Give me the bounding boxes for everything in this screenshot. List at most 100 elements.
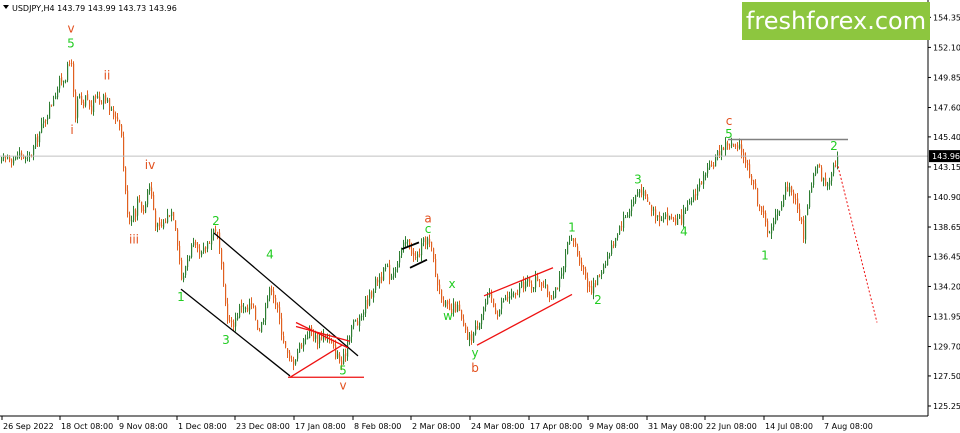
candle-body (135, 210, 137, 217)
candle-body (643, 190, 645, 196)
candle-body (707, 167, 709, 174)
candle-body (779, 211, 781, 213)
candle-body (429, 239, 431, 243)
rising-channel-upper-line (483, 267, 554, 297)
candle-body (191, 245, 193, 258)
candle-body (9, 156, 11, 161)
y-tick-label: 147.60 (933, 104, 960, 113)
candle-body (359, 315, 361, 326)
candle-body (437, 275, 439, 286)
candle-body (563, 266, 565, 275)
candle-body (809, 192, 811, 208)
x-tick-label: 24 Mar 08:00 (471, 422, 524, 431)
candle-body (189, 255, 191, 259)
candle-body (353, 320, 355, 327)
candle-body (399, 255, 401, 263)
candle-body (147, 190, 149, 205)
candle-body (471, 333, 473, 341)
candle-body (255, 307, 257, 320)
wave-label: 1 (761, 249, 769, 263)
candle-body (729, 145, 731, 147)
candle-body (457, 304, 459, 312)
candle-body (193, 241, 195, 246)
candle-body (87, 94, 89, 100)
y-tick-label: 125.25 (933, 402, 960, 411)
candle-body (123, 136, 125, 169)
candle-body (469, 334, 471, 341)
candle-body (299, 343, 301, 353)
candle-body (195, 242, 197, 245)
candle-body (521, 281, 523, 288)
candle-body (121, 125, 123, 136)
candle-body (367, 299, 369, 305)
candle-body (71, 63, 73, 65)
wave-label: v (339, 378, 346, 392)
candle-body (553, 296, 555, 299)
candle-body (49, 104, 51, 119)
candle-body (345, 353, 347, 356)
candle-body (55, 96, 57, 100)
candle-body (613, 243, 615, 247)
candle-body (213, 229, 215, 236)
candle-body (127, 190, 129, 215)
wave-label: iv (145, 158, 155, 172)
candle-body (423, 238, 425, 243)
candle-body (657, 215, 659, 217)
candle-body (459, 304, 461, 311)
candle-body (833, 165, 835, 174)
candle-body (547, 285, 549, 296)
candle-body (103, 95, 105, 104)
candle-body (475, 326, 477, 334)
wave-label: y (471, 346, 478, 360)
price-marker: 143.96 (929, 150, 960, 163)
candle-body (349, 336, 351, 342)
candle-body (653, 209, 655, 211)
candle-body (329, 339, 331, 341)
candle-body (585, 268, 587, 278)
candle-body (735, 145, 737, 147)
candle-body (341, 360, 343, 365)
candle-body (633, 201, 635, 206)
caret-down-icon[interactable] (3, 5, 9, 9)
candle-body (277, 304, 279, 308)
wave-label: 3 (222, 333, 230, 347)
candle-body (505, 297, 507, 301)
candle-body (425, 237, 427, 245)
candle-body (267, 298, 269, 308)
candle-body (167, 214, 169, 223)
candle-body (507, 296, 509, 299)
candle-body (485, 302, 487, 307)
candle-body (543, 286, 545, 288)
candle-body (511, 293, 513, 297)
candle-body (249, 303, 251, 311)
candle-body (227, 303, 229, 321)
candle-body (467, 329, 469, 340)
x-tick-label: 14 Jul 08:00 (765, 422, 813, 431)
candle-body (583, 266, 585, 270)
wave-label: 2 (212, 214, 220, 228)
x-tick-label: 1 Dec 08:00 (178, 422, 227, 431)
candle-body (775, 214, 777, 223)
candle-body (139, 200, 141, 201)
candle-body (373, 291, 375, 298)
y-tick-label: 152.10 (933, 43, 960, 52)
candle-body (311, 327, 313, 331)
candle-body (813, 174, 815, 185)
x-tick-label: 22 Jun 08:00 (706, 422, 757, 431)
candle-body (391, 276, 393, 279)
candle-body (529, 277, 531, 284)
candle-body (439, 284, 441, 290)
candle-body (133, 209, 135, 221)
candle-body (597, 275, 599, 286)
candle-body (223, 262, 225, 284)
candle-body (117, 117, 119, 120)
candle-body (95, 95, 97, 98)
candle-body (43, 120, 45, 124)
candle-body (273, 290, 275, 299)
candle-body (773, 221, 775, 228)
candle-body (719, 150, 721, 156)
candle-body (509, 296, 511, 298)
candle-body (683, 210, 685, 225)
candle-body (159, 222, 161, 226)
candle-body (261, 322, 263, 333)
